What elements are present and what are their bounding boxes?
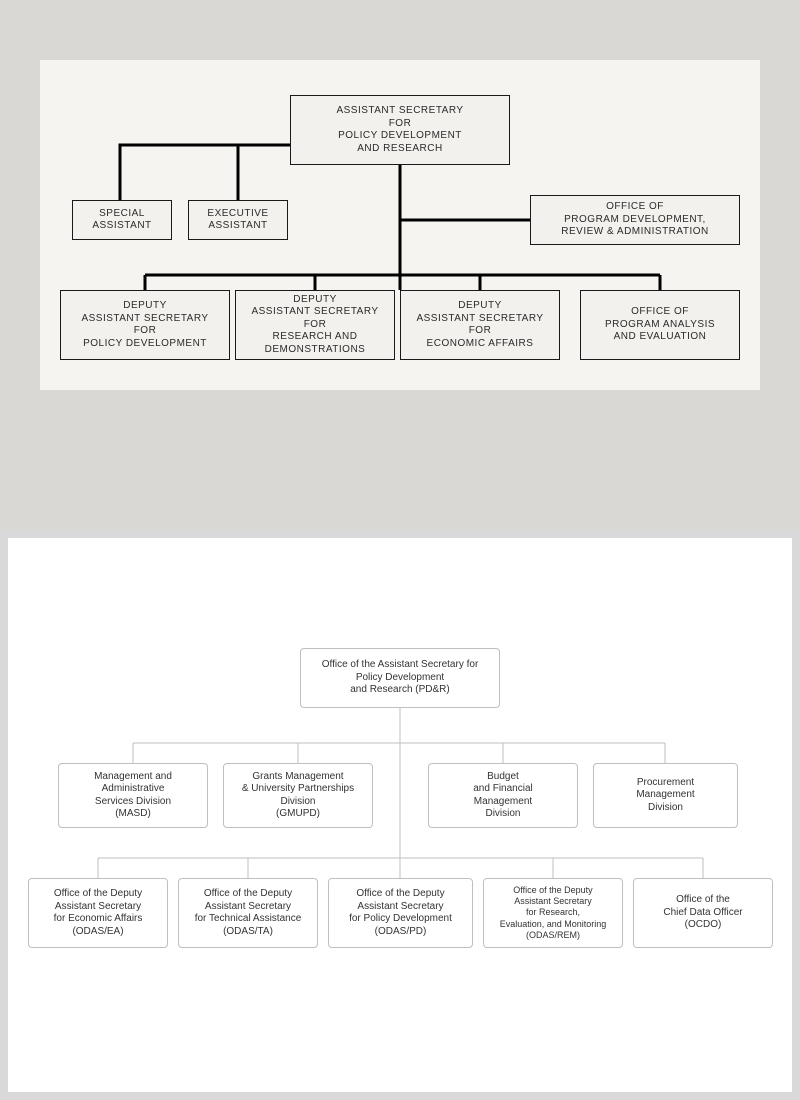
org-node-r2e: Office of the Chief Data Officer (OCDO) [633, 878, 773, 948]
org-node-r1a: Management and Administrative Services D… [58, 763, 208, 828]
org-node-r1c: Budget and Financial Management Division [428, 763, 578, 828]
org-node-r2b: Office of the Deputy Assistant Secretary… [178, 878, 318, 948]
org-node-r1d: Procurement Management Division [593, 763, 738, 828]
top-org-chart-panel: ASSISTANT SECRETARY FOR POLICY DEVELOPME… [0, 0, 800, 530]
org-node-exec: EXECUTIVE ASSISTANT [188, 200, 288, 240]
org-node-r1b: Grants Management & University Partnersh… [223, 763, 373, 828]
org-node-r2d: Office of the Deputy Assistant Secretary… [483, 878, 623, 948]
org-node-d3: DEPUTY ASSISTANT SECRETARY FOR ECONOMIC … [400, 290, 560, 360]
org-node-d1: DEPUTY ASSISTANT SECRETARY FOR POLICY DE… [60, 290, 230, 360]
org-node-root: ASSISTANT SECRETARY FOR POLICY DEVELOPME… [290, 95, 510, 165]
top-connectors-svg [0, 0, 800, 530]
org-node-r2a: Office of the Deputy Assistant Secretary… [28, 878, 168, 948]
org-node-opdra: OFFICE OF PROGRAM DEVELOPMENT, REVIEW & … [530, 195, 740, 245]
bottom-org-chart-panel: Office of the Assistant Secretary for Po… [0, 530, 800, 1100]
org-node-r2c: Office of the Deputy Assistant Secretary… [328, 878, 473, 948]
org-node-spec: SPECIAL ASSISTANT [72, 200, 172, 240]
org-node-d4: OFFICE OF PROGRAM ANALYSIS AND EVALUATIO… [580, 290, 740, 360]
org-node-d2: DEPUTY ASSISTANT SECRETARY FOR RESEARCH … [235, 290, 395, 360]
org-node-root: Office of the Assistant Secretary for Po… [300, 648, 500, 708]
